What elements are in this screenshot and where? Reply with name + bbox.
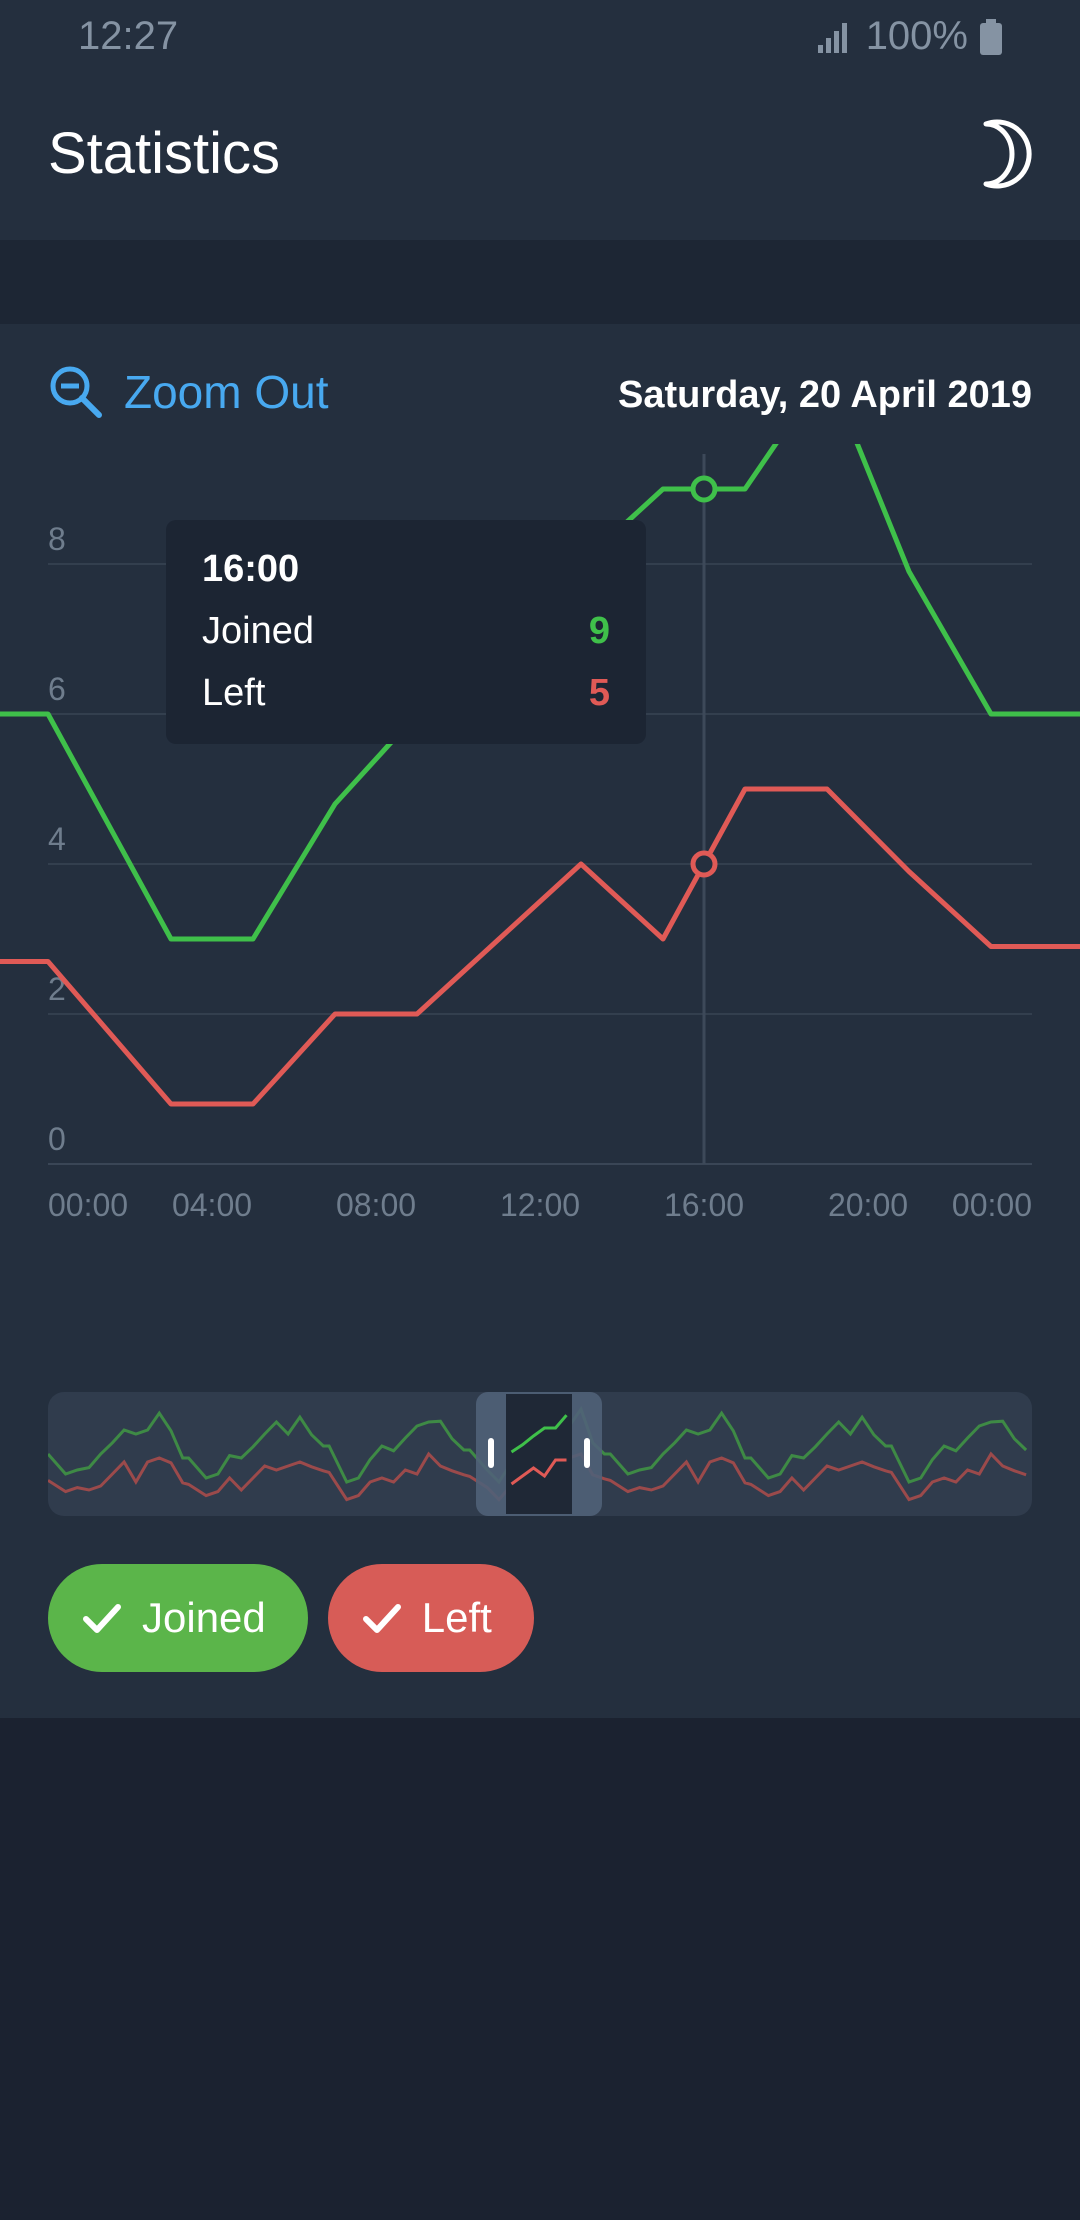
y-tick-label: 8 bbox=[48, 521, 66, 557]
tooltip-value-left: 5 bbox=[588, 672, 610, 714]
x-tick-label: 04:00 bbox=[172, 1187, 252, 1223]
x-tick-label: 00:00 bbox=[48, 1187, 128, 1223]
chart-tooltip: 16:00 Joined 9 Left 5 bbox=[166, 520, 646, 744]
tooltip-label: Left bbox=[202, 672, 266, 714]
series-line-left bbox=[0, 786, 1080, 1107]
highlight-point-joined bbox=[690, 475, 718, 503]
tooltip-value-joined: 9 bbox=[588, 610, 610, 652]
section-divider bbox=[0, 240, 1080, 324]
series-filter: Joined Left bbox=[48, 1564, 554, 1672]
highlight-point-left bbox=[690, 850, 718, 878]
y-tick-label: 0 bbox=[48, 1121, 66, 1157]
status-bar: 12:27 100% bbox=[0, 0, 1080, 76]
range-navigator[interactable] bbox=[48, 1392, 1032, 1516]
x-tick-label: 08:00 bbox=[336, 1187, 416, 1223]
y-tick-label: 6 bbox=[48, 671, 66, 707]
check-icon bbox=[83, 1604, 121, 1633]
status-time: 12:27 bbox=[78, 14, 179, 58]
tooltip-row-joined: Joined 9 bbox=[202, 610, 610, 653]
x-tick-label: 12:00 bbox=[500, 1187, 580, 1223]
navigator-handle-left bbox=[488, 1438, 494, 1468]
battery-icon bbox=[980, 18, 1002, 55]
chip-joined[interactable]: Joined bbox=[48, 1564, 308, 1672]
status-indicators: 100% bbox=[816, 14, 1002, 59]
y-tick-label: 4 bbox=[48, 821, 66, 857]
chip-label: Joined bbox=[142, 1594, 266, 1641]
chip-label: Left bbox=[421, 1594, 492, 1641]
tooltip-time: 16:00 bbox=[202, 548, 300, 590]
date-label: Saturday, 20 April 2019 bbox=[618, 374, 1032, 416]
page-title: Statistics bbox=[48, 121, 281, 186]
tooltip-label: Joined bbox=[202, 610, 314, 652]
chip-left[interactable]: Left bbox=[327, 1564, 534, 1672]
check-icon bbox=[362, 1604, 401, 1633]
x-tick-label: 00:00 bbox=[952, 1187, 1032, 1223]
navigator-window-line-joined bbox=[510, 1414, 568, 1454]
navigator-handle-right bbox=[584, 1438, 590, 1468]
tooltip-row-left: Left 5 bbox=[202, 672, 610, 715]
app-bar: Statistics bbox=[0, 76, 1080, 240]
zoom-out-icon bbox=[50, 366, 102, 418]
navigator-window-inner bbox=[506, 1394, 572, 1514]
x-tick-label: 20:00 bbox=[828, 1187, 908, 1223]
moon-icon[interactable] bbox=[968, 118, 1032, 190]
zoom-out-button[interactable]: Zoom Out bbox=[48, 364, 329, 420]
signal-icon bbox=[817, 22, 847, 53]
navigator-window-line-left bbox=[510, 1458, 567, 1486]
battery-percent: 100% bbox=[865, 14, 968, 58]
x-tick-label: 16:00 bbox=[664, 1187, 744, 1223]
stats-card: Zoom Out Saturday, 20 April 2019 0246810… bbox=[0, 324, 1080, 1718]
zoom-out-label: Zoom Out bbox=[124, 366, 329, 418]
